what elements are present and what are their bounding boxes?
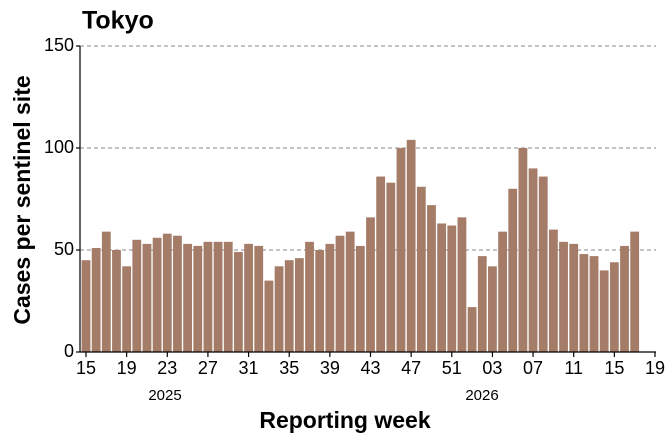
bar: [589, 256, 599, 352]
bar: [81, 260, 91, 352]
bar: [91, 247, 101, 352]
bar: [630, 231, 640, 352]
bar: [335, 235, 345, 352]
bar: [447, 225, 457, 352]
x-tick-label: 51: [442, 358, 462, 378]
y-tick-label: 50: [54, 239, 74, 259]
year-label: 2026: [465, 387, 498, 404]
bar: [264, 280, 274, 352]
bar: [518, 148, 528, 352]
bar: [599, 270, 609, 352]
bar: [467, 307, 477, 352]
bar: [579, 254, 589, 352]
x-tick-label: 35: [279, 358, 299, 378]
bar: [406, 139, 416, 352]
bar: [477, 256, 487, 352]
bar: [386, 182, 396, 352]
x-tick-label: 15: [76, 358, 96, 378]
bar: [193, 245, 203, 352]
x-tick-label: 27: [198, 358, 218, 378]
bar: [488, 266, 497, 352]
bar: [305, 241, 314, 352]
bar: [427, 205, 436, 352]
bar: [254, 245, 264, 352]
bar: [315, 250, 325, 352]
bar: [528, 168, 538, 352]
y-tick-label: 100: [44, 137, 74, 157]
bar: [162, 233, 172, 352]
bar: [112, 250, 121, 352]
bar: [142, 243, 152, 352]
bar: [284, 260, 294, 352]
bar: [416, 186, 426, 352]
x-axis-label: Reporting week: [259, 407, 430, 433]
bar: [609, 262, 619, 352]
bar: [274, 266, 284, 352]
y-tick-label: 0: [64, 341, 74, 361]
bar: [203, 241, 213, 352]
x-tick-label: 11: [564, 358, 583, 378]
bar: [366, 217, 375, 352]
bar: [325, 243, 335, 352]
bar: [223, 241, 233, 352]
bar: [183, 243, 193, 352]
year-label: 2025: [148, 387, 181, 404]
bar: [122, 266, 132, 352]
bar: [437, 223, 447, 352]
bar: [457, 217, 467, 352]
x-tick-label: 43: [360, 358, 380, 378]
bar: [244, 243, 253, 352]
bar: [345, 231, 355, 352]
bar: [173, 235, 182, 352]
x-tick-label: 19: [117, 358, 137, 378]
bar: [498, 231, 507, 352]
chart-title: Tokyo: [82, 7, 154, 35]
bar: [548, 229, 558, 352]
bar: [213, 241, 223, 352]
x-tick-label: 19: [645, 358, 665, 378]
bar: [620, 245, 629, 352]
bar: [294, 258, 304, 352]
y-axis-label: Cases per sentinel site: [9, 75, 35, 324]
bar: [538, 176, 548, 352]
bar: [101, 231, 111, 352]
bar: [396, 148, 406, 352]
bar: [152, 237, 162, 352]
x-tick-label: 07: [523, 358, 543, 378]
bar: [508, 188, 518, 352]
x-tick-label: 15: [604, 358, 624, 378]
x-tick-label: 23: [157, 358, 177, 378]
bar: [132, 239, 142, 352]
bar: [234, 252, 243, 352]
bar: [569, 243, 579, 352]
y-tick-label: 150: [44, 35, 74, 55]
x-tick-label: 39: [320, 358, 340, 378]
x-tick-label: 03: [482, 358, 502, 378]
bar: [559, 241, 568, 352]
x-tick-label: 31: [239, 358, 259, 378]
x-tick-label: 47: [401, 358, 421, 378]
bar: [376, 176, 386, 352]
bar: [355, 245, 365, 352]
